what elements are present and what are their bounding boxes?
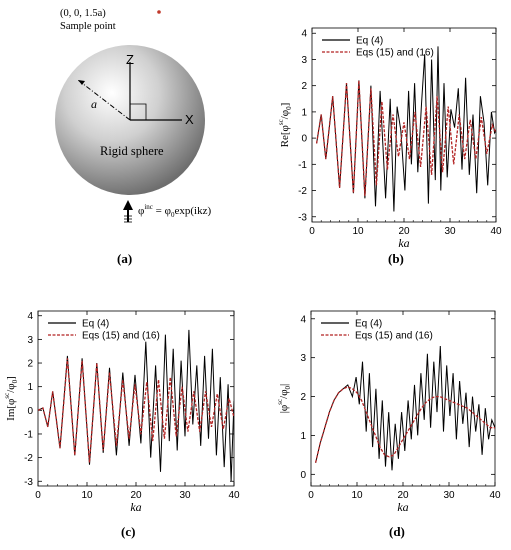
x-tick-label-c-3: 30 [179, 490, 191, 501]
x-tick-label-d-1: 10 [351, 490, 363, 501]
sphere-label: Rigid sphere [100, 144, 164, 158]
chart-panel-d: 0 10 20 30 40 0 1 2 3 4 ka |φsc/φ0| Eq (4)Eqs (15) a… [276, 310, 501, 539]
x-axis-label-d: ka [397, 500, 408, 514]
x-tick-label-d-0: 0 [308, 490, 314, 501]
radius-label: a [91, 97, 97, 111]
legend-label-eq15-c: Eqs (15) and (16) [82, 331, 160, 342]
x-tick-label-c-2: 20 [130, 490, 142, 501]
caption-c: (c) [121, 524, 135, 539]
x-axis-label-b: ka [398, 236, 409, 250]
x-tick-label-b-1: 10 [352, 226, 364, 237]
incident-wave-equation: φinc = φ0exp(ikz) [138, 203, 211, 219]
x-tick-label-d-3: 30 [443, 490, 455, 501]
caption-b: (b) [388, 251, 404, 266]
chart-panel-b: 0 10 20 30 40 -3 -2 -1 0 1 2 3 4 ka Re[φsc/φ0] Eq (4)Eq… [277, 27, 502, 266]
y-tick-label-c-3: 0 [27, 406, 33, 417]
y-tick-label-b-7: 4 [301, 29, 307, 40]
y-axis-label-b: Re[φsc/φ0] [277, 103, 293, 148]
y-tick-label-d-2: 2 [300, 392, 306, 403]
y-tick-label-c-6: 3 [27, 335, 33, 346]
caption-d: (d) [389, 524, 405, 539]
y-tick-label-b-0: -3 [298, 212, 307, 223]
y-tick-label-c-5: 2 [27, 359, 33, 370]
x-tick-label-b-4: 40 [490, 226, 502, 237]
y-tick-label-c-2: -1 [24, 429, 33, 440]
z-axis-label: Z [126, 52, 134, 67]
y-tick-label-b-2: -1 [298, 160, 307, 171]
legend-label-eq4-d: Eq (4) [355, 319, 382, 330]
y-tick-label-b-1: -2 [298, 186, 307, 197]
caption-a: (a) [117, 251, 132, 266]
y-tick-label-d-3: 3 [300, 353, 306, 364]
y-tick-label-c-1: -2 [24, 453, 33, 464]
legend-label-eq15-d: Eqs (15) and (16) [355, 331, 433, 342]
right-angle-marker [130, 103, 147, 120]
x-tick-label-d-4: 40 [489, 490, 501, 501]
chart-panel-c: 0 10 20 30 40 -3 -2 -1 0 1 2 3 4 ka Im[φsc/φ0] Eq (4)Eq… [3, 310, 240, 539]
x-axis-label: X [185, 112, 194, 127]
y-tick-label-b-5: 2 [301, 81, 307, 92]
y-tick-label-b-6: 3 [301, 55, 307, 66]
y-axis-label-c: Im[φsc/φ0] [3, 376, 19, 421]
y-tick-label-b-4: 1 [301, 107, 307, 118]
x-tick-label-c-0: 0 [35, 490, 41, 501]
legend-label-eq15-b: Eqs (15) and (16) [356, 48, 434, 59]
legend-label-eq4-b: Eq (4) [356, 36, 383, 47]
y-tick-label-d-4: 4 [300, 314, 306, 325]
radius-arrowhead [78, 80, 85, 85]
series-line-b-eq15 [315, 80, 496, 196]
series-line-c-eq15 [38, 358, 234, 463]
sample-point-coordinates: (0, 0, 1.5a) [60, 8, 106, 19]
legend-label-eq4-c: Eq (4) [82, 319, 109, 330]
radius-line [77, 79, 131, 121]
x-tick-label-b-3: 30 [444, 226, 456, 237]
y-tick-label-c-0: -3 [24, 477, 33, 488]
x-tick-label-b-0: 0 [309, 226, 315, 237]
sample-point-marker [157, 10, 161, 14]
y-tick-label-c-4: 1 [27, 382, 33, 393]
x-tick-label-b-2: 20 [398, 226, 410, 237]
y-tick-label-b-3: 0 [301, 134, 307, 145]
y-tick-label-d-0: 0 [300, 470, 306, 481]
panel-a-diagram: (0, 0, 1.5a) Sample point Z X a Rigid sp… [55, 8, 211, 266]
x-axis-label-c: ka [130, 500, 141, 514]
y-tick-label-d-1: 1 [300, 431, 306, 442]
series-line-d-eq4 [315, 345, 495, 471]
x-tick-label-d-2: 20 [397, 490, 409, 501]
series-line-d-eq15 [314, 386, 495, 463]
incident-wave-arrow [123, 200, 133, 223]
series-line-c-eq4 [38, 329, 234, 482]
sample-point-label: Sample point [60, 21, 116, 32]
x-tick-label-c-1: 10 [81, 490, 93, 501]
x-tick-label-c-4: 40 [228, 490, 240, 501]
y-tick-label-c-7: 4 [27, 311, 33, 322]
y-axis-label-d: |φsc/φ0| [276, 384, 292, 414]
